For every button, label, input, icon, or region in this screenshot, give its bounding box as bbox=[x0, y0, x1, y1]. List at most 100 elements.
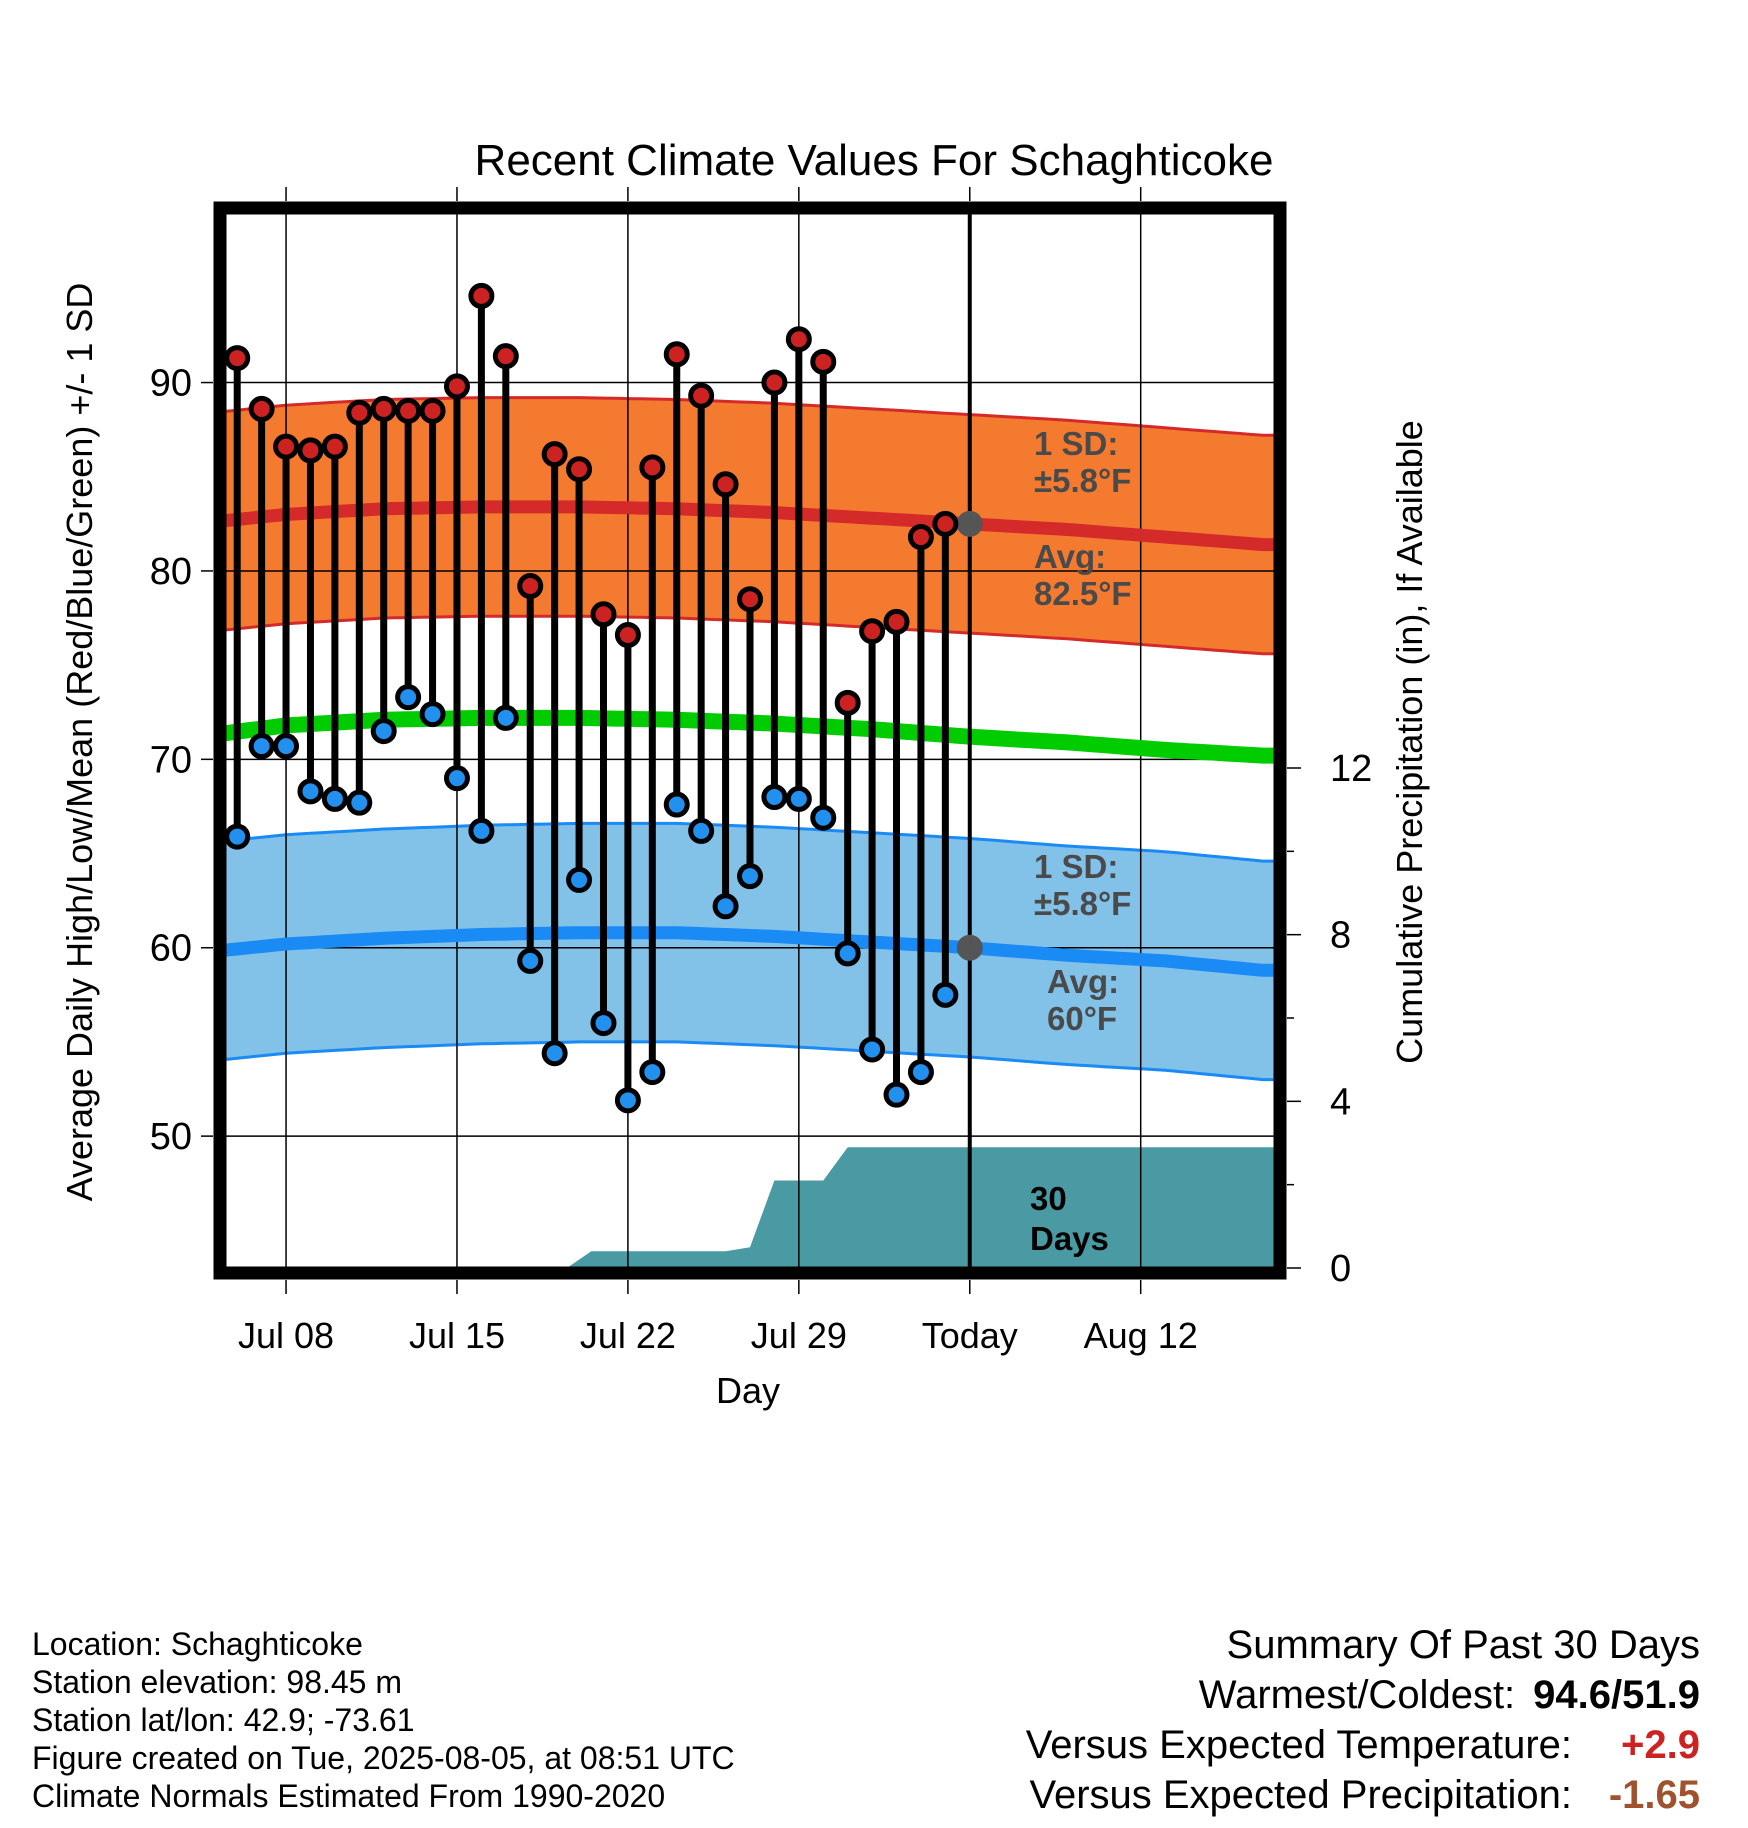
daily-low-point bbox=[663, 791, 690, 818]
daily-low-point bbox=[370, 718, 397, 745]
daily-low-point bbox=[443, 765, 470, 792]
today-low-avg-marker bbox=[956, 934, 983, 961]
created-text: Figure created on Tue, 2025-08-05, at 08… bbox=[32, 1740, 735, 1776]
daily-low-point bbox=[810, 804, 837, 831]
daily-high-point bbox=[297, 437, 324, 464]
low-sd-value: ±5.8°F bbox=[1034, 885, 1131, 922]
daily-high-point bbox=[688, 382, 715, 409]
daily-low-point bbox=[883, 1081, 910, 1108]
daily-low-point bbox=[785, 785, 812, 812]
high-sd-band bbox=[225, 397, 1275, 654]
x-tick-label: Jul 08 bbox=[238, 1315, 334, 1356]
precip-area bbox=[225, 1147, 1275, 1268]
low-avg-label: Avg: bbox=[1047, 963, 1119, 1000]
station-info: Location: Schaghticoke Station elevation… bbox=[32, 1625, 735, 1815]
daily-high-point bbox=[370, 395, 397, 422]
daily-low-point bbox=[346, 789, 373, 816]
daily-low-point bbox=[566, 866, 593, 893]
x-tick-label: Jul 29 bbox=[751, 1315, 847, 1356]
temp-anomaly-value: +2.9 bbox=[1621, 1723, 1700, 1767]
daily-low-point bbox=[419, 701, 446, 728]
x-tick-label: Aug 12 bbox=[1084, 1315, 1198, 1356]
daily-high-point bbox=[590, 601, 617, 628]
daily-high-point bbox=[785, 326, 812, 353]
precip-anomaly-row: Versus Expected Precipitation: -1.65 bbox=[1026, 1770, 1700, 1820]
daily-low-point bbox=[248, 733, 275, 760]
daily-high-point bbox=[639, 454, 666, 481]
y2-tick-label: 12 bbox=[1330, 748, 1372, 790]
plot-area bbox=[225, 213, 1275, 1268]
high-sd-upper-edge bbox=[225, 396, 1275, 437]
daily-high-point bbox=[761, 369, 788, 396]
y2-tick-label: 8 bbox=[1330, 915, 1351, 957]
x-tick-label: Jul 15 bbox=[409, 1315, 505, 1356]
daily-low-point bbox=[468, 817, 495, 844]
daily-high-point bbox=[737, 586, 763, 613]
daily-high-point bbox=[395, 397, 422, 424]
daily-low-point bbox=[273, 733, 300, 760]
high-avg-value: 82.5°F bbox=[1034, 575, 1132, 612]
plot-frame bbox=[213, 201, 1287, 1280]
high-sd-label: 1 SD: bbox=[1034, 425, 1118, 462]
daily-low-point bbox=[297, 778, 324, 805]
daily-high-point bbox=[712, 471, 739, 498]
daily-low-point bbox=[737, 863, 763, 890]
daily-low-point bbox=[639, 1059, 666, 1086]
daily-low-point bbox=[834, 940, 861, 967]
daily-high-point bbox=[248, 395, 275, 422]
daily-low-point bbox=[761, 784, 788, 811]
low-sd-band bbox=[225, 823, 1275, 1080]
daily-low-point bbox=[614, 1087, 641, 1114]
precip-anomaly-label: Versus Expected Precipitation: bbox=[1029, 1773, 1572, 1817]
y2-tick-label: 0 bbox=[1330, 1248, 1351, 1290]
y-tick-label: 60 bbox=[150, 928, 192, 970]
daily-high-point bbox=[663, 341, 690, 368]
y-tick-label: 90 bbox=[150, 363, 192, 405]
daily-low-point bbox=[859, 1036, 886, 1063]
low-sd-label: 1 SD: bbox=[1034, 848, 1118, 885]
daily-high-point bbox=[810, 348, 837, 375]
normal-high-line bbox=[225, 500, 1275, 552]
x-tick-label: Today bbox=[922, 1315, 1018, 1356]
daily-high-point bbox=[883, 608, 910, 635]
daily-low-point bbox=[517, 947, 544, 974]
daily-high-point bbox=[859, 618, 886, 645]
latlon-text: Station lat/lon: 42.9; -73.61 bbox=[32, 1702, 415, 1738]
daily-high-point bbox=[346, 399, 373, 426]
daily-high-point bbox=[907, 524, 934, 551]
daily-low-point bbox=[541, 1040, 568, 1067]
high-avg-label: Avg: bbox=[1034, 538, 1106, 575]
daily-high-point bbox=[517, 573, 544, 600]
normal-low-line bbox=[225, 926, 1275, 977]
precip-anomaly-value: -1.65 bbox=[1608, 1773, 1700, 1817]
daily-low-point bbox=[712, 893, 739, 920]
daily-high-point bbox=[419, 397, 446, 424]
normals-text: Climate Normals Estimated From 1990-2020 bbox=[32, 1778, 666, 1814]
y-tick-label: 50 bbox=[150, 1116, 192, 1158]
daily-high-point bbox=[468, 282, 495, 309]
location-text: Location: Schaghticoke bbox=[32, 1626, 363, 1662]
daily-high-point bbox=[614, 622, 641, 648]
precip-window-label: 30 bbox=[1030, 1180, 1067, 1217]
low-sd-lower-edge bbox=[225, 1040, 1275, 1082]
daily-high-point bbox=[321, 433, 348, 460]
daily-low-point bbox=[590, 1010, 617, 1037]
high-sd-value: ±5.8°F bbox=[1034, 462, 1131, 499]
daily-low-point bbox=[932, 981, 959, 1008]
daily-high-point bbox=[225, 345, 251, 372]
daily-low-point bbox=[688, 817, 715, 844]
x-tick-label: Jul 22 bbox=[580, 1315, 676, 1356]
daily-low-point bbox=[492, 704, 519, 731]
daily-low-point bbox=[395, 684, 422, 711]
temp-anomaly-label: Versus Expected Temperature: bbox=[1025, 1723, 1572, 1767]
y2-tick-label: 4 bbox=[1330, 1081, 1351, 1123]
daily-high-point bbox=[492, 343, 519, 370]
y-tick-label: 80 bbox=[150, 551, 192, 593]
daily-high-point bbox=[566, 456, 593, 483]
warm-cold-row: Warmest/Coldest: 94.6/51.9 bbox=[1026, 1670, 1700, 1720]
y2-axis-title: Cumulative Precipitation (in), If Availa… bbox=[1389, 420, 1430, 1064]
today-high-avg-marker bbox=[956, 510, 983, 537]
chart-title: Recent Climate Values For Schaghticoke bbox=[475, 136, 1274, 185]
x-axis-title: Day bbox=[716, 1370, 780, 1411]
